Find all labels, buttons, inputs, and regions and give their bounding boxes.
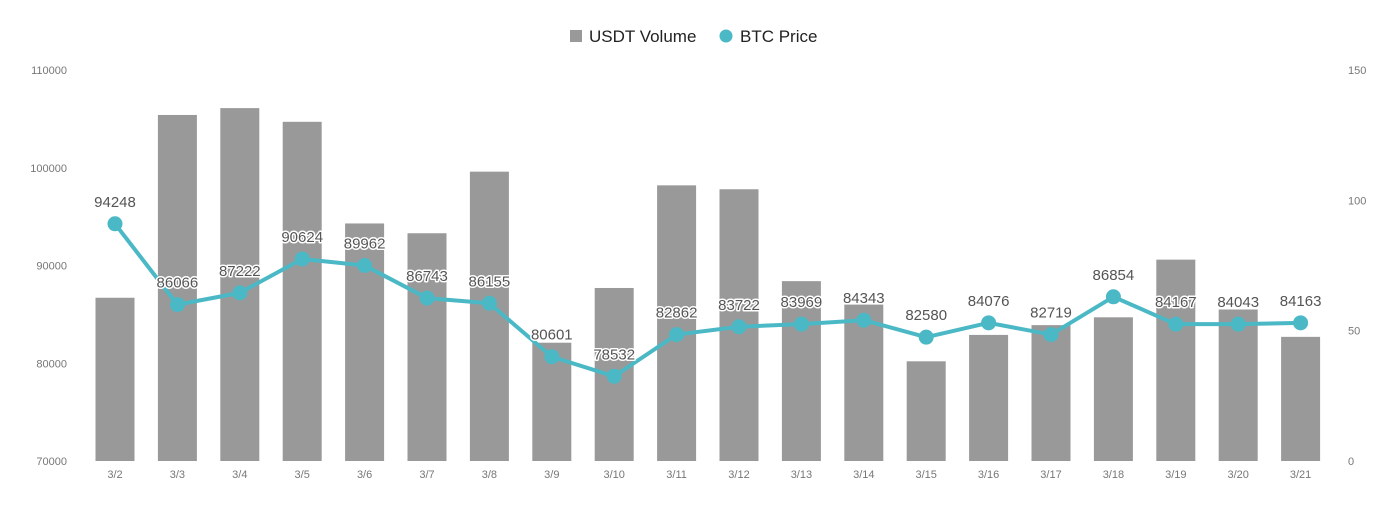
right-axis-tick-label: 100 (1348, 195, 1366, 207)
btc-price-line-layer (107, 216, 1309, 384)
btc-price-point (1168, 316, 1184, 332)
x-axis-tick-label: 3/11 (666, 469, 687, 481)
btc-price-data-label: 89962 (344, 236, 386, 253)
btc-price-point (1293, 315, 1309, 331)
usdt-volume-bar (1156, 259, 1196, 461)
legend-label-usdt-volume: USDT Volume (589, 27, 696, 46)
left-axis-tick-label: 110000 (31, 65, 67, 77)
x-axis-tick-label: 3/19 (1165, 469, 1186, 481)
btc-price-data-label: 82862 (656, 305, 698, 322)
left-axis-tick-label: 80000 (36, 358, 67, 370)
btc-price-data-label: 84343 (843, 290, 885, 307)
x-axis-tick-label: 3/15 (915, 469, 936, 481)
left-axis-tick-label: 100000 (30, 163, 67, 175)
left-axis: 70000 80000 90000 100000 110000 (30, 65, 67, 468)
x-axis-tick-label: 3/8 (482, 469, 497, 481)
legend: USDT Volume BTC Price (570, 27, 817, 46)
btc-price-point (357, 258, 373, 273)
data-labels: 94248 86066 87222 90624 89962 86743 86155 80601… (93, 192, 1323, 364)
btc-price-data-label: 82580 (905, 307, 947, 324)
btc-price-point (107, 216, 123, 232)
btc-price-point (731, 319, 747, 335)
x-axis-tick-label: 3/3 (170, 469, 185, 481)
x-axis: 3/2 3/3 3/4 3/5 3/6 3/7 3/8 3/9 3/10 3/11 3/12 3/13… (107, 469, 1311, 481)
right-axis: 0 50 100 150 (1348, 65, 1366, 468)
btc-price-point (856, 312, 872, 328)
usdt-volume-bar (1031, 325, 1071, 461)
btc-price-point (419, 290, 435, 306)
legend-label-btc-price: BTC Price (740, 27, 817, 46)
btc-price-point (544, 349, 560, 365)
btc-price-point (1230, 316, 1246, 332)
x-axis-tick-label: 3/4 (232, 469, 247, 481)
btc-price-data-label: 84076 (968, 293, 1010, 310)
usdt-volume-bar (1093, 317, 1133, 461)
btc-price-data-label: 82719 (1030, 305, 1072, 322)
btc-price-data-label: 83969 (781, 294, 823, 311)
btc-price-point (294, 251, 310, 267)
usdt-volume-bar (844, 304, 884, 461)
x-axis-tick-label: 3/17 (1040, 469, 1061, 481)
btc-price-data-label: 80601 (531, 327, 573, 344)
x-axis-tick-label: 3/14 (853, 469, 874, 481)
btc-price-data-label: 86066 (157, 275, 199, 292)
left-axis-tick-label: 90000 (36, 261, 67, 273)
x-axis-tick-label: 3/20 (1227, 469, 1248, 481)
btc-price-line (113, 222, 1301, 379)
btc-price-data-label: 84167 (1155, 294, 1197, 311)
btc-price-data-label: 86155 (469, 273, 511, 290)
btc-price-point (1105, 289, 1121, 305)
btc-price-data-label: 78532 (593, 346, 635, 363)
usdt-volume-bar (407, 233, 447, 461)
btc-price-data-label: 83722 (718, 297, 760, 314)
btc-price-point (169, 297, 185, 313)
x-axis-tick-label: 3/6 (357, 469, 372, 481)
btc-price-data-label: 86743 (406, 268, 448, 285)
x-axis-tick-label: 3/16 (978, 469, 999, 481)
usdt-volume-bar (95, 297, 135, 461)
btc-price-point (1043, 327, 1059, 343)
btc-price-point (481, 295, 497, 311)
btc-price-point (793, 316, 809, 332)
x-axis-tick-label: 3/12 (728, 469, 749, 481)
usdt-volume-bar (282, 121, 322, 462)
btc-price-point (981, 315, 997, 331)
x-axis-tick-label: 3/2 (107, 469, 122, 481)
legend-swatch-usdt-volume (570, 30, 582, 42)
right-axis-tick-label: 150 (1348, 65, 1366, 77)
usdt-volume-bar (1281, 336, 1321, 461)
x-axis-tick-label: 3/21 (1290, 469, 1311, 481)
legend-swatch-btc-price (719, 29, 733, 43)
btc-price-data-label: 94248 (94, 194, 136, 211)
btc-price-data-label: 90624 (281, 229, 323, 246)
x-axis-tick-label: 3/5 (295, 469, 310, 481)
x-axis-tick-label: 3/10 (603, 469, 624, 481)
usdt-volume-bar (906, 361, 946, 461)
x-axis-tick-label: 3/13 (791, 469, 812, 481)
usdt-volume-bar (1218, 309, 1258, 461)
usdt-volume-bar (657, 185, 697, 461)
btc-price-data-label: 86854 (1093, 267, 1135, 284)
left-axis-tick-label: 70000 (36, 456, 67, 468)
usdt-volume-bar (969, 334, 1009, 461)
usdt-volume-bar (781, 281, 821, 461)
bars (95, 108, 1321, 462)
btc-price-point (606, 368, 622, 384)
btc-price-data-label: 87222 (219, 263, 261, 280)
btc-price-data-label: 84163 (1280, 293, 1322, 310)
right-axis-tick-label: 50 (1348, 326, 1360, 338)
x-axis-tick-label: 3/9 (544, 469, 559, 481)
btc-price-point (232, 285, 248, 301)
btc-price-point (669, 327, 685, 343)
btc-price-data-label: 84043 (1217, 294, 1259, 311)
x-axis-tick-label: 3/7 (419, 469, 434, 481)
right-axis-tick-label: 0 (1348, 456, 1354, 468)
btc-price-point (918, 329, 934, 345)
x-axis-tick-label: 3/18 (1103, 469, 1124, 481)
